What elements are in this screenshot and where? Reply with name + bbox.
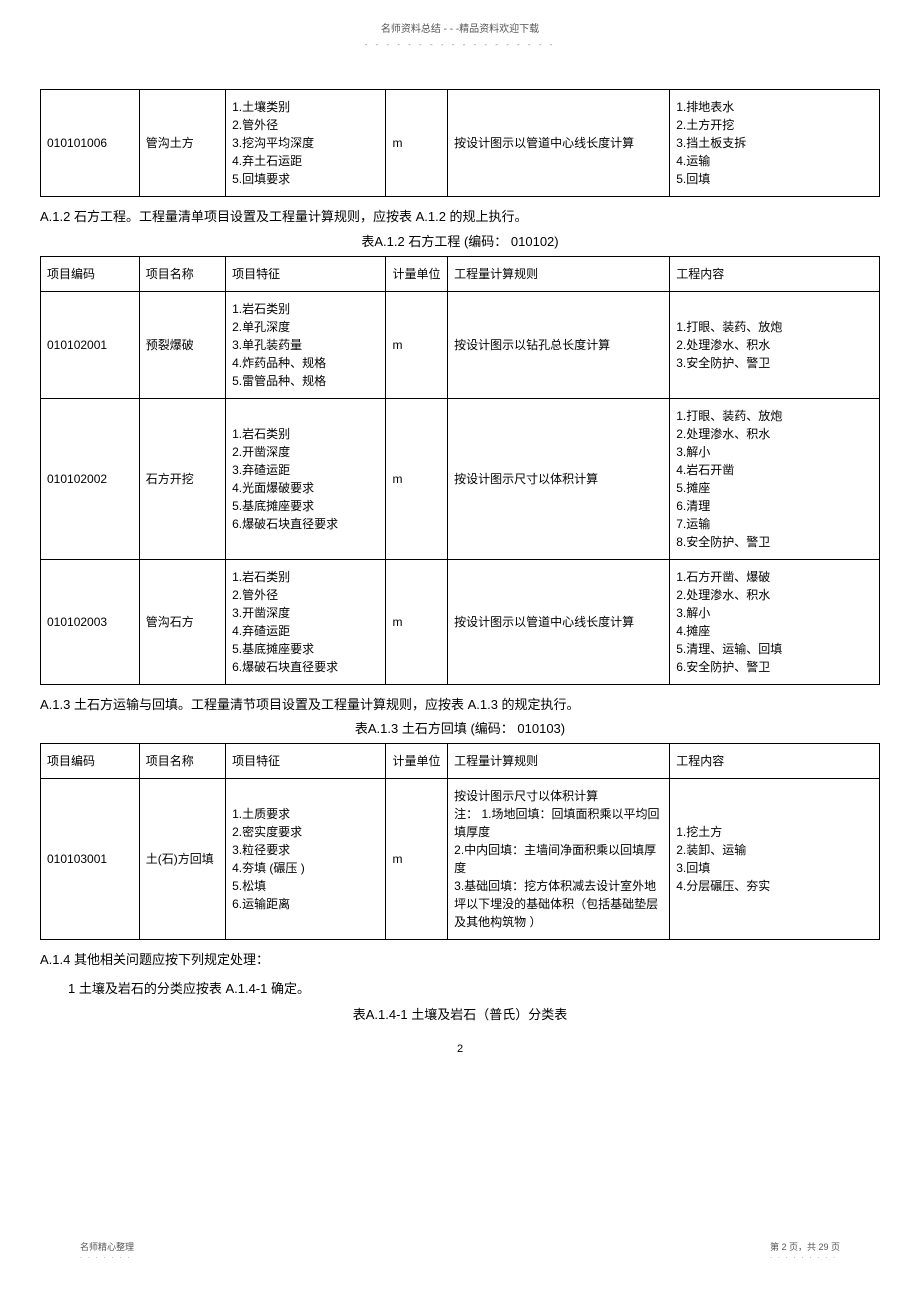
cell-code: 010102001 — [41, 291, 140, 398]
header-unit: 计量单位 — [386, 744, 448, 779]
header-name: 项目名称 — [139, 256, 225, 291]
table-a13-caption: 表A.1.3 土石方回填 (编码： 010103) — [40, 718, 880, 737]
cell-feature: 1.土质要求 2.密实度要求 3.粒径要求 4.夯填 (碾压 ) 5.松填 6.… — [226, 779, 386, 940]
cell-rule: 按设计图示尺寸以体积计算 注： 1.场地回填：回填面积乘以平均回填厚度 2.中内… — [448, 779, 670, 940]
page-container: 名师资料总结 - - -精品资料欢迎下载 - - - - - - - - - -… — [40, 20, 880, 1280]
table-earthwork-continuation: 010101006 管沟土方 1.土壤类别 2.管外径 3.挖沟平均深度 4.弃… — [40, 89, 880, 197]
header-content: 工程内容 — [670, 744, 880, 779]
section-a12-title: A.1.2 石方工程。工程量清单项目设置及工程量计算规则，应按表 A.1.2 的… — [40, 207, 880, 227]
table-header-row: 项目编码 项目名称 项目特征 计量单位 工程量计算规则 工程内容 — [41, 256, 880, 291]
table-row: 010103001 土(石)方回填 1.土质要求 2.密实度要求 3.粒径要求 … — [41, 779, 880, 940]
cell-code: 010102003 — [41, 559, 140, 684]
cell-rule: 按设计图示以管道中心线长度计算 — [448, 90, 670, 197]
header-dots: - - - - - - - - - - - - - - - - - - — [40, 40, 880, 49]
page-number: 2 — [40, 1043, 880, 1055]
footer-right: 第 2 页，共 29 页 . . . . . . . . . — [770, 1240, 840, 1260]
table-row: 010102003 管沟石方 1.岩石类别 2.管外径 3.开凿深度 4.弃碴运… — [41, 559, 880, 684]
header-rule: 工程量计算规则 — [448, 256, 670, 291]
table-row: 010102002 石方开挖 1.岩石类别 2.开凿深度 3.弃碴运距 4.光面… — [41, 398, 880, 559]
cell-unit: m — [386, 291, 448, 398]
cell-name: 土(石)方回填 — [139, 779, 225, 940]
cell-name: 石方开挖 — [139, 398, 225, 559]
table-a14-caption: 表A.1.4-1 土壤及岩石（普氏）分类表 — [40, 1004, 880, 1023]
header-feature: 项目特征 — [226, 256, 386, 291]
cell-content: 1.打眼、装药、放炮 2.处理渗水、积水 3.解小 4.岩石开凿 5.摊座 6.… — [670, 398, 880, 559]
cell-name: 预裂爆破 — [139, 291, 225, 398]
cell-unit: m — [386, 559, 448, 684]
table-row: 010101006 管沟土方 1.土壤类别 2.管外径 3.挖沟平均深度 4.弃… — [41, 90, 880, 197]
table-rockwork: 项目编码 项目名称 项目特征 计量单位 工程量计算规则 工程内容 0101020… — [40, 256, 880, 685]
header-unit: 计量单位 — [386, 256, 448, 291]
section-a14-line1: A.1.4 其他相关问题应按下列规定处理： — [40, 950, 880, 971]
cell-unit: m — [386, 90, 448, 197]
cell-unit: m — [386, 779, 448, 940]
footer-left-text: 名师精心整理 — [80, 1240, 134, 1253]
cell-code: 010102002 — [41, 398, 140, 559]
cell-feature: 1.岩石类别 2.开凿深度 3.弃碴运距 4.光面爆破要求 5.基底摊座要求 6… — [226, 398, 386, 559]
cell-code: 010101006 — [41, 90, 140, 197]
cell-rule: 按设计图示尺寸以体积计算 — [448, 398, 670, 559]
footer-left: 名师精心整理 . . . . . . . — [80, 1240, 134, 1260]
footer-right-dots: . . . . . . . . . — [770, 1253, 840, 1260]
cell-unit: m — [386, 398, 448, 559]
cell-name: 管沟土方 — [139, 90, 225, 197]
cell-code: 010103001 — [41, 779, 140, 940]
table-row: 010102001 预裂爆破 1.岩石类别 2.单孔深度 3.单孔装药量 4.炸… — [41, 291, 880, 398]
table-a12-caption: 表A.1.2 石方工程 (编码： 010102) — [40, 231, 880, 250]
header-feature: 项目特征 — [226, 744, 386, 779]
header-code: 项目编码 — [41, 256, 140, 291]
header-rule: 工程量计算规则 — [448, 744, 670, 779]
footer-right-text: 第 2 页，共 29 页 — [770, 1240, 840, 1253]
header-top-text: 名师资料总结 - - -精品资料欢迎下载 — [40, 20, 880, 35]
cell-content: 1.排地表水 2.土方开挖 3.挡土板支拆 4.运输 5.回填 — [670, 90, 880, 197]
cell-feature: 1.土壤类别 2.管外径 3.挖沟平均深度 4.弃土石运距 5.回填要求 — [226, 90, 386, 197]
cell-feature: 1.岩石类别 2.管外径 3.开凿深度 4.弃碴运距 5.基底摊座要求 6.爆破… — [226, 559, 386, 684]
table-backfill: 项目编码 项目名称 项目特征 计量单位 工程量计算规则 工程内容 0101030… — [40, 743, 880, 940]
section-a14-line2: 1 土壤及岩石的分类应按表 A.1.4-1 确定。 — [40, 979, 880, 1000]
cell-feature: 1.岩石类别 2.单孔深度 3.单孔装药量 4.炸药品种、规格 5.雷管品种、规… — [226, 291, 386, 398]
cell-rule: 按设计图示以钻孔总长度计算 — [448, 291, 670, 398]
cell-content: 1.挖土方 2.装卸、运输 3.回填 4.分层碾压、夯实 — [670, 779, 880, 940]
footer-left-dots: . . . . . . . — [80, 1253, 134, 1260]
cell-content: 1.石方开凿、爆破 2.处理渗水、积水 3.解小 4.摊座 5.清理、运输、回填… — [670, 559, 880, 684]
header-name: 项目名称 — [139, 744, 225, 779]
cell-content: 1.打眼、装药、放炮 2.处理渗水、积水 3.安全防护、警卫 — [670, 291, 880, 398]
header-content: 工程内容 — [670, 256, 880, 291]
cell-name: 管沟石方 — [139, 559, 225, 684]
table-header-row: 项目编码 项目名称 项目特征 计量单位 工程量计算规则 工程内容 — [41, 744, 880, 779]
section-a13-title: A.1.3 土石方运输与回填。工程量清节项目设置及工程量计算规则，应按表 A.1… — [40, 695, 880, 715]
cell-rule: 按设计图示以管道中心线长度计算 — [448, 559, 670, 684]
header-code: 项目编码 — [41, 744, 140, 779]
